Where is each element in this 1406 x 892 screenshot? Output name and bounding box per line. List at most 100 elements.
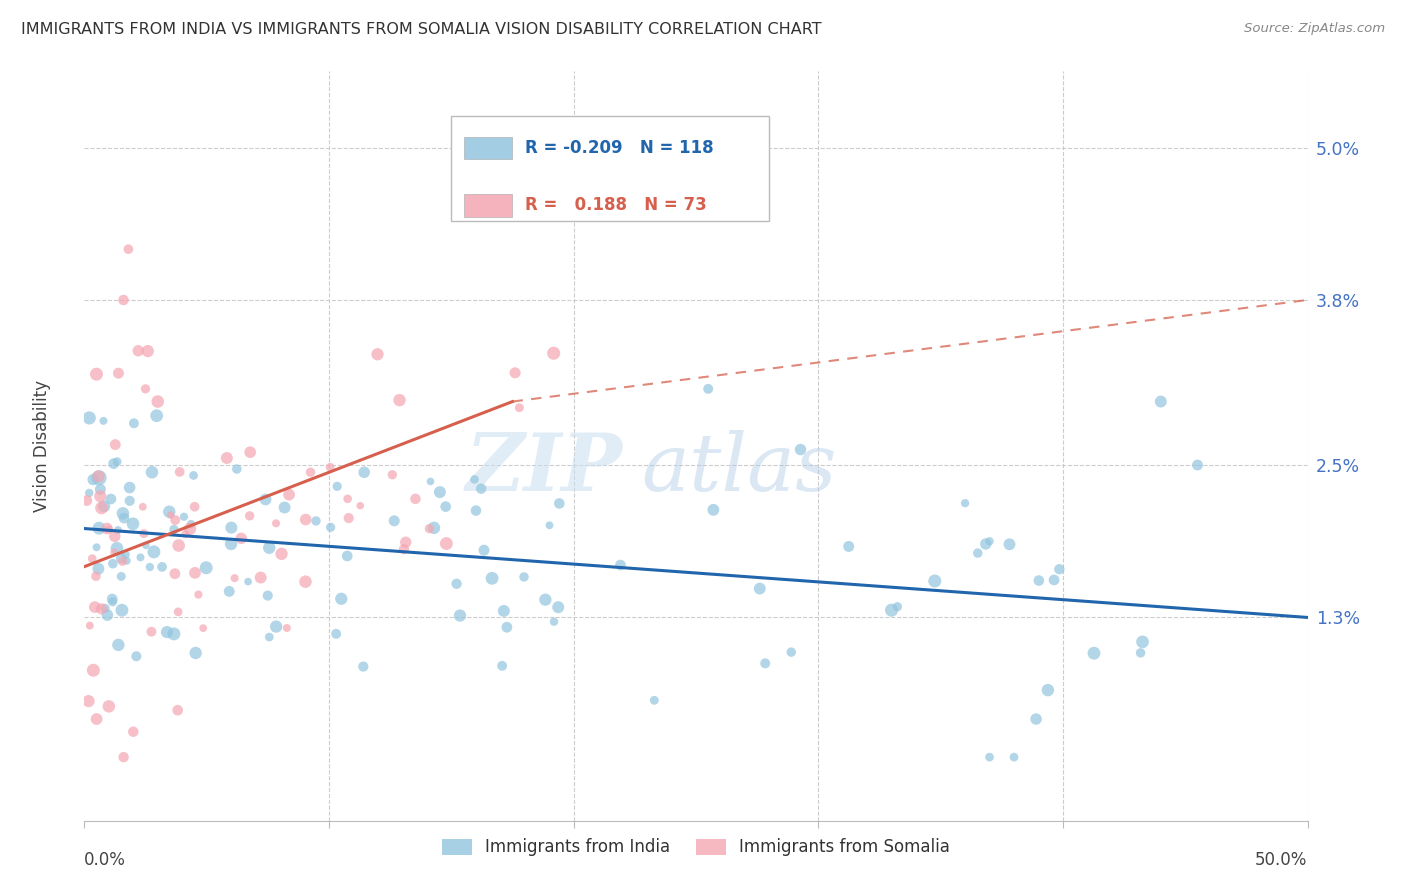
FancyBboxPatch shape [451, 116, 769, 221]
Point [1043, 573, 1066, 587]
Point [780, 645, 803, 659]
Point [446, 576, 468, 591]
Point [1150, 394, 1173, 409]
Point [110, 569, 132, 583]
Point [547, 600, 569, 615]
Point [115, 554, 138, 568]
Point [96, 608, 118, 623]
Point [105, 454, 128, 468]
Point [127, 343, 149, 358]
Point [418, 522, 440, 536]
Point [236, 574, 259, 589]
Point [336, 549, 359, 563]
Point [1002, 750, 1025, 764]
Point [434, 536, 457, 550]
Point [381, 467, 404, 482]
Point [503, 366, 526, 380]
Point [966, 546, 988, 560]
Point [219, 537, 242, 551]
Point [337, 511, 360, 525]
Point [79, 618, 101, 632]
Point [1036, 683, 1059, 698]
Point [319, 460, 342, 475]
Point [492, 604, 515, 618]
Point [83, 600, 105, 615]
Point [135, 538, 157, 552]
FancyBboxPatch shape [464, 194, 513, 217]
Point [434, 500, 457, 514]
Point [183, 468, 205, 483]
Point [382, 514, 405, 528]
Point [173, 509, 195, 524]
Text: R = -0.209   N = 118: R = -0.209 N = 118 [524, 139, 713, 157]
Point [353, 465, 375, 479]
Point [325, 627, 347, 641]
Point [166, 703, 188, 717]
Point [136, 344, 159, 359]
Point [146, 394, 169, 409]
Text: 0.0%: 0.0% [84, 851, 127, 869]
Point [838, 540, 860, 554]
Point [299, 465, 322, 479]
Point [239, 445, 262, 459]
Point [90, 602, 112, 616]
Point [132, 500, 155, 514]
Point [330, 591, 353, 606]
Point [87, 469, 110, 483]
Point [112, 511, 135, 525]
Point [543, 346, 565, 360]
Point [221, 520, 243, 534]
Point [145, 409, 167, 423]
Point [77, 411, 100, 425]
Point [273, 500, 295, 515]
Point [107, 523, 129, 537]
Point [395, 535, 418, 549]
Point [326, 479, 349, 493]
Point [107, 366, 129, 380]
Point [139, 560, 162, 574]
Point [112, 750, 135, 764]
Point [419, 475, 441, 489]
Point [1129, 646, 1152, 660]
Point [82, 663, 104, 677]
Point [392, 542, 415, 557]
Point [218, 584, 240, 599]
Point [122, 516, 145, 531]
Text: IMMIGRANTS FROM INDIA VS IMMIGRANTS FROM SOMALIA VISION DISABILITY CORRELATION C: IMMIGRANTS FROM INDIA VS IMMIGRANTS FROM… [21, 22, 821, 37]
Point [129, 550, 152, 565]
Text: Source: ZipAtlas.com: Source: ZipAtlas.com [1244, 22, 1385, 36]
Point [195, 561, 218, 575]
Text: Vision Disability: Vision Disability [32, 380, 51, 512]
Point [472, 543, 495, 558]
Text: 50.0%: 50.0% [1256, 851, 1308, 869]
Point [104, 437, 127, 451]
Point [183, 500, 205, 514]
Point [543, 615, 565, 629]
Point [366, 347, 388, 361]
Point [404, 491, 426, 506]
Point [697, 382, 720, 396]
Point [156, 625, 179, 640]
Point [270, 547, 292, 561]
Point [135, 382, 157, 396]
Point [215, 450, 238, 465]
Point [748, 582, 770, 596]
Point [184, 646, 207, 660]
Point [77, 694, 100, 708]
Point [754, 657, 776, 671]
Point [388, 393, 411, 408]
Point [167, 539, 190, 553]
Point [105, 541, 128, 556]
Point [193, 621, 215, 635]
Point [880, 603, 903, 617]
Point [141, 624, 163, 639]
Point [491, 658, 513, 673]
Point [114, 548, 136, 562]
Point [259, 630, 281, 644]
Point [429, 485, 451, 500]
Point [256, 589, 278, 603]
Point [179, 522, 201, 536]
Point [86, 367, 108, 381]
Point [112, 293, 135, 307]
Point [101, 595, 124, 609]
